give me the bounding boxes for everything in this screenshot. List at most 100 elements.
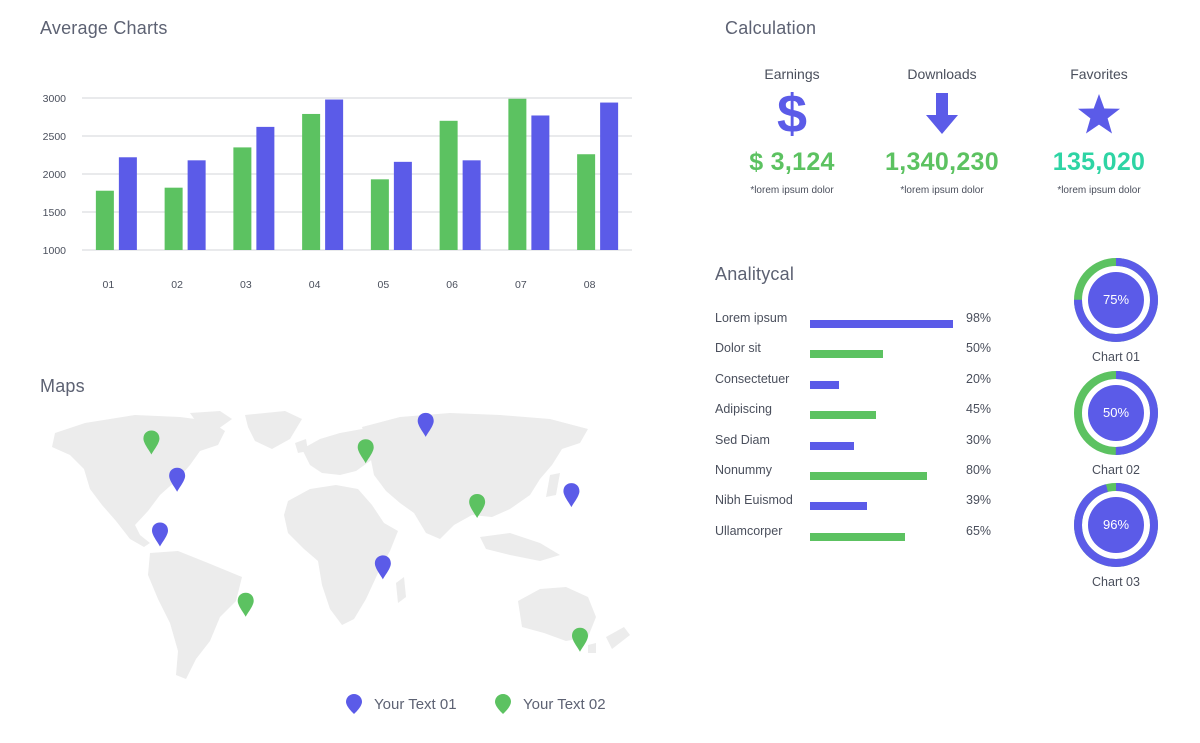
y-tick-label: 2000 — [43, 169, 67, 181]
y-tick-label: 2500 — [43, 131, 67, 143]
legend-label-02: Your Text 02 — [523, 695, 606, 713]
stat-earnings: Earnings $ $ 3,124 *lorem ipsum dolor — [707, 66, 877, 196]
donut-arc — [1074, 371, 1158, 455]
y-tick-label: 3000 — [43, 93, 67, 105]
analytical-percent: 50% — [966, 341, 992, 356]
bar-03-series-2 — [256, 126, 275, 250]
calculation-title: Calculation — [725, 18, 817, 38]
bar-08-series-1 — [577, 154, 596, 250]
donut-center — [1088, 272, 1144, 328]
stat-favorites-note: *lorem ipsum dolor — [1057, 185, 1141, 196]
star-icon — [1078, 94, 1120, 134]
map-pin-icon[interactable] — [563, 483, 580, 508]
map-pin-icon[interactable] — [152, 522, 168, 547]
map-pin-icon[interactable] — [169, 467, 186, 492]
analytical-row: Dolor sit 50% — [715, 341, 1015, 361]
x-tick-label: 03 — [240, 279, 252, 291]
donut-percent: 75% — [1103, 292, 1129, 307]
world-landmass — [52, 411, 630, 679]
stat-downloads-note: *lorem ipsum dolor — [900, 185, 984, 196]
analytical-row: Sed Diam 30% — [715, 433, 1015, 453]
average-bar-chart: 1000 1500 2000 2500 3000 01 02 03 04 05 06 07 08 — [43, 93, 632, 291]
analytical-title: Analitycal — [715, 264, 795, 284]
donut-percent: 96% — [1103, 517, 1129, 532]
x-tick-label: 02 — [171, 279, 183, 291]
analytical-row: Adipiscing 45% — [715, 402, 1015, 422]
bar-03-series-1 — [233, 147, 252, 250]
bar-04-series-2 — [325, 99, 344, 250]
legend-label-01: Your Text 01 — [374, 695, 457, 713]
x-tick-label: 08 — [584, 279, 596, 291]
bar-01-series-1 — [95, 190, 114, 250]
donut-caption: Chart 02 — [1092, 463, 1140, 477]
analytical-bar — [810, 320, 954, 328]
x-tick-label: 06 — [446, 279, 458, 291]
legend-item-02: Your Text 02 — [495, 694, 606, 714]
donut-chart-2: 50% Chart 02 — [1072, 369, 1160, 477]
stat-downloads-value: 1,340,230 — [885, 148, 999, 176]
map-pin-icon[interactable] — [237, 592, 254, 617]
average-charts-title: Average Charts — [40, 18, 168, 38]
bar-07-series-1 — [508, 98, 527, 250]
analytical-percent: 20% — [966, 371, 992, 386]
stat-earnings-value: $ 3,124 — [749, 148, 835, 176]
analytical-bar — [810, 502, 867, 511]
bar-02-series-2 — [187, 160, 206, 250]
arrow-down-icon — [926, 93, 958, 134]
maps-title: Maps — [40, 376, 85, 396]
analytical-row: Nibh Euismod 39% — [715, 493, 1015, 513]
analytical-label: Nonummy — [715, 463, 772, 477]
analytical-row: Nonummy 80% — [715, 463, 1015, 483]
stat-downloads: Downloads 1,340,230 *lorem ipsum dolor — [857, 66, 1027, 196]
donut-chart-1: 75% Chart 01 — [1072, 256, 1160, 364]
donut-caption: Chart 01 — [1092, 350, 1140, 364]
map-pin-icon[interactable] — [357, 439, 374, 464]
bar-05-series-2 — [393, 161, 412, 250]
donut-caption: Chart 03 — [1092, 575, 1140, 589]
analytical-percent: 39% — [966, 493, 992, 508]
stat-earnings-label: Earnings — [764, 66, 820, 82]
analytical-row: Ullamcorper 65% — [715, 524, 1015, 544]
donut-graphic: 75% — [1074, 258, 1158, 342]
map-pin-icon — [346, 694, 362, 714]
analytical-percent: 45% — [966, 402, 992, 417]
map-pin-icon[interactable] — [374, 555, 391, 580]
analytical-bar — [810, 411, 876, 420]
stat-earnings-note: *lorem ipsum dolor — [750, 185, 834, 196]
x-tick-label: 05 — [378, 279, 390, 291]
analytical-row: Lorem ipsum 98% — [715, 311, 1015, 331]
map-pin-icon[interactable] — [417, 412, 434, 437]
legend-item-01: Your Text 01 — [346, 694, 457, 714]
map-pin-icon[interactable] — [469, 494, 486, 519]
donut-chart-3: 96% Chart 03 — [1072, 481, 1160, 589]
bar-02-series-1 — [164, 187, 183, 250]
analytical-row: Consectetuer 20% — [715, 372, 1015, 392]
analytical-bar — [810, 472, 927, 480]
stat-favorites: Favorites 135,020 *lorem ipsum dolor — [1014, 66, 1184, 196]
world-map — [52, 411, 630, 679]
analytical-bar — [810, 532, 905, 541]
donut-center — [1088, 385, 1144, 441]
analytical-percent: 65% — [966, 523, 992, 538]
analytical-bar — [810, 350, 883, 359]
stat-favorites-value: 135,020 — [1052, 148, 1146, 176]
analytical-label: Lorem ipsum — [715, 311, 788, 325]
analytical-bar — [810, 380, 840, 389]
analytical-percent: 30% — [966, 432, 992, 447]
y-tick-label: 1500 — [43, 207, 67, 219]
donut-percent: 50% — [1103, 405, 1129, 420]
stat-downloads-label: Downloads — [907, 66, 977, 82]
map-pin-icon[interactable] — [143, 430, 160, 455]
dollar-icon: $ — [776, 84, 808, 144]
analytical-label: Adipiscing — [715, 402, 772, 417]
map-pin-icon — [495, 694, 511, 714]
analytical-bar — [810, 441, 854, 450]
x-tick-label: 01 — [103, 279, 115, 291]
stat-favorites-label: Favorites — [1070, 66, 1128, 82]
donut-graphic: 96% — [1074, 483, 1158, 567]
donut-center — [1088, 497, 1144, 553]
analytical-label: Ullamcorper — [715, 523, 783, 538]
map-pin-icon[interactable] — [572, 627, 588, 652]
analytical-label: Nibh Euismod — [715, 493, 793, 508]
bar-05-series-1 — [370, 179, 389, 250]
